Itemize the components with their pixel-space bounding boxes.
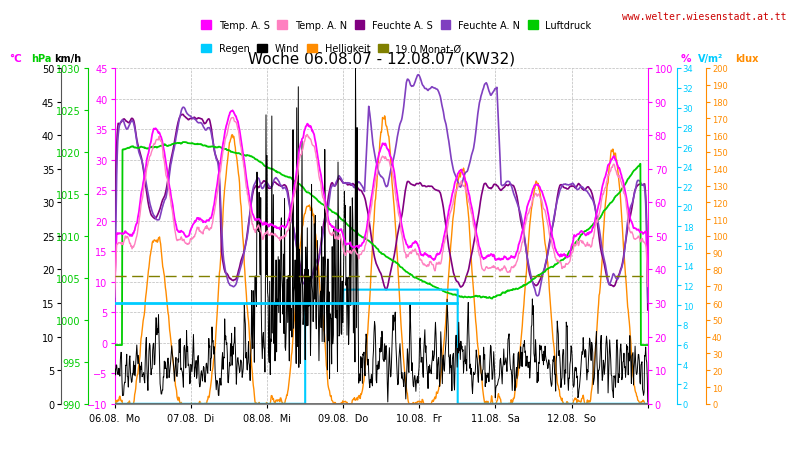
Text: klux: klux [735, 54, 758, 64]
Legend: Regen, Wind, Helligkeit, 19.0 Monat-Ø: Regen, Wind, Helligkeit, 19.0 Monat-Ø [198, 40, 465, 58]
Text: km/h: km/h [54, 54, 81, 64]
Text: %: % [681, 54, 691, 64]
Text: V/m²: V/m² [698, 54, 724, 64]
Text: hPa: hPa [32, 54, 52, 64]
Text: www.welter.wiesenstadt.at.tt: www.welter.wiesenstadt.at.tt [622, 11, 786, 22]
Text: °C: °C [9, 54, 22, 64]
Title: Woche 06.08.07 - 12.08.07 (KW32): Woche 06.08.07 - 12.08.07 (KW32) [247, 51, 515, 66]
